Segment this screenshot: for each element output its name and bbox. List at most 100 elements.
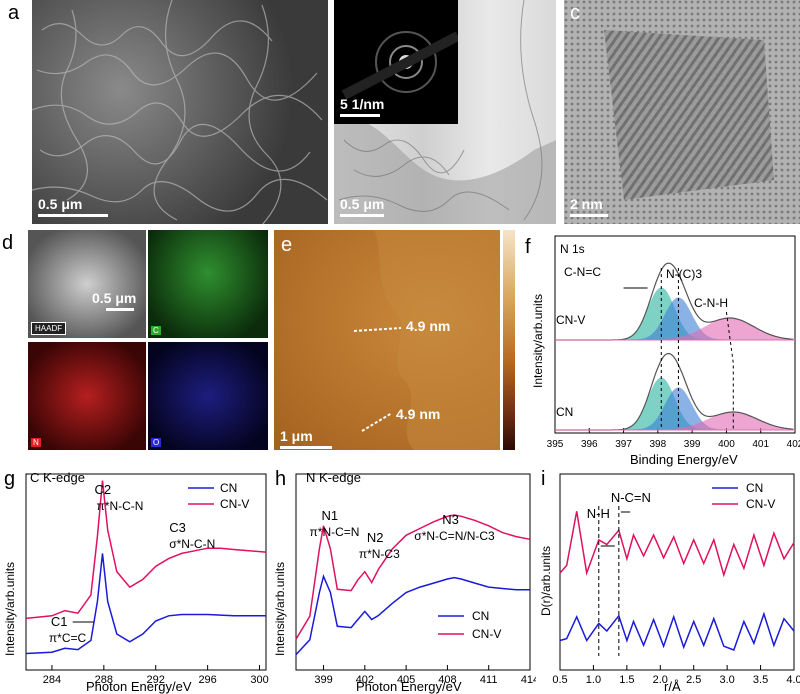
peak-sub-n2: π*N-C3	[359, 547, 400, 561]
carbon-map-tile: C	[148, 230, 268, 338]
panel-e-letter: e	[281, 234, 293, 256]
peak-sub-c1: π*C=C	[49, 631, 87, 645]
x-tick-label: 396	[581, 439, 598, 450]
tem-image: 5 1/nm 0.5 μm	[334, 0, 556, 224]
series-line-cn	[295, 573, 530, 656]
peak-label-n2: N2	[367, 530, 384, 545]
x-tick-label: 4.0	[786, 674, 800, 686]
xps-sample-cnv: CN-V	[556, 313, 585, 327]
xps-label-cnh: C-N-H	[694, 296, 728, 310]
eds-maps: HAADF 0.5 μm C N O	[28, 230, 268, 450]
oxygen-map-label: O	[151, 438, 162, 447]
n-kedge-ylabel: Intensity/arb.units	[273, 562, 287, 656]
afm-scale-text: 1 μm	[280, 428, 313, 444]
rdf-ylabel: D(r)/arb.units	[539, 546, 553, 616]
n-kedge-x-ticks: 399 402 405 408 411 414	[314, 665, 536, 686]
series-line-cn	[25, 553, 266, 655]
x-tick-label: 296	[198, 674, 216, 686]
peak-label-c1: C1	[51, 614, 68, 629]
x-tick-label: 414	[521, 674, 536, 686]
eds-scale-bar	[106, 308, 134, 311]
x-tick-label: 300	[250, 674, 268, 686]
xps-sample-cn: CN	[556, 405, 573, 419]
peak-sub-n1: π*N-C=N	[310, 525, 360, 539]
sem-scale-text: 0.5 μm	[38, 196, 83, 212]
peak-sub-c3: σ*N-C-N	[169, 537, 215, 551]
saed-inset: 5 1/nm	[334, 0, 461, 124]
rdf-legend: CN CN-V	[712, 481, 775, 511]
tem-scale-text: 0.5 μm	[340, 196, 385, 212]
legend-label-cnv: CN-V	[220, 497, 249, 511]
x-tick-label: 401	[752, 439, 769, 450]
sem-scale-bar	[38, 214, 108, 217]
rdf-lines	[559, 511, 795, 651]
hrtem-image: 2 nm	[564, 0, 800, 224]
x-tick-label: 397	[615, 439, 632, 450]
xps-label-cnc: C-N=C	[564, 265, 601, 279]
x-tick-label: 1.5	[619, 674, 634, 686]
n-kedge-chart: N K-edge Intensity/arb.units Photon Ener…	[273, 470, 536, 694]
xps-label-nc3: N-(C)3	[666, 267, 702, 281]
x-tick-label: 395	[547, 439, 564, 450]
x-tick-label: 2.0	[653, 674, 668, 686]
x-tick-label: 399	[684, 439, 701, 450]
c-kedge-title: C K-edge	[30, 470, 85, 485]
rdf-markers: N-HN-C=N	[587, 490, 651, 656]
x-tick-label: 0.5	[552, 674, 567, 686]
haadf-tile: HAADF 0.5 μm	[28, 230, 146, 338]
xps-title: N 1s	[560, 242, 585, 256]
tem-texture	[334, 0, 556, 224]
c-kedge-ylabel: Intensity/arb.units	[3, 562, 17, 656]
afm-scale-bar	[280, 446, 332, 449]
panel-g-letter: g	[4, 468, 16, 490]
peak-sub-n3: σ*N-C=N/N-C3	[414, 529, 495, 543]
x-tick-label: 1.0	[586, 674, 601, 686]
panel-f-letter: f	[525, 236, 531, 258]
afm-image: 4.9 nm 4.9 nm 1 μm	[274, 230, 500, 450]
panel-i-letter: i	[541, 468, 546, 490]
x-tick-label: 3.0	[719, 674, 734, 686]
x-tick-label: 288	[95, 674, 113, 686]
rdf-chart: D(r)/arb.units r/Å 0.5 1.0 1.5 2.0 2.5 3.0 3.5…	[539, 473, 800, 694]
legend-label-cn: CN	[220, 481, 237, 495]
carbon-map-label: C	[151, 326, 161, 335]
series-line-cn-v	[295, 514, 531, 640]
sem-texture	[32, 0, 328, 224]
saed-pattern	[341, 31, 461, 100]
x-tick-label: 405	[397, 674, 415, 686]
afm-height-1: 4.9 nm	[406, 318, 451, 334]
hrtem-scale-bar	[570, 214, 608, 217]
afm-height-2: 4.9 nm	[396, 406, 441, 422]
xps-ylabel: Intensity/arb.units	[531, 294, 545, 388]
x-tick-label: 3.5	[753, 674, 768, 686]
haadf-label: HAADF	[31, 322, 67, 335]
c-kedge-chart: C K-edge Intensity/arb.units Photon Ener…	[3, 470, 269, 694]
panel-d-letter: d	[2, 232, 14, 254]
afm-overlay	[353, 230, 500, 450]
xps-chart: 395 396 397 398 399 400 401 402 N 1s Intensity/…	[531, 235, 800, 467]
n-kedge-title: N K-edge	[306, 470, 361, 485]
peak-label-n3: N3	[442, 512, 459, 527]
x-tick-label: 399	[314, 674, 332, 686]
x-tick-label: 398	[650, 439, 667, 450]
legend-label-cn: CN	[472, 609, 489, 623]
legend-label-cnv: CN-V	[472, 627, 501, 641]
n-kedge-legend: CN CN-V	[438, 609, 501, 641]
x-tick-label: 411	[480, 674, 498, 686]
sem-image: 0.5 μm	[32, 0, 328, 224]
c-kedge-x-ticks: 284 288 292 296 300	[43, 665, 269, 686]
peak-label-n1: N1	[322, 508, 339, 523]
hrtem-scale-text: 2 nm	[570, 196, 603, 212]
x-tick-label: 2.5	[686, 674, 701, 686]
tem-scale-bar	[340, 214, 384, 217]
series-line-cn-v	[559, 511, 795, 578]
series-line-cn-v	[25, 480, 267, 620]
saed-scale-bar	[340, 114, 380, 117]
peak-sub-c2: π*N-C-N	[97, 499, 144, 513]
x-tick-label: 408	[438, 674, 456, 686]
c-kedge-peak-labels: C2 π*N-C-N C3 σ*N-C-N C1 π*C=C	[49, 482, 215, 645]
x-tick-label: 402	[356, 674, 374, 686]
x-tick-label: 292	[147, 674, 165, 686]
x-tick-label: 400	[718, 439, 735, 450]
peak-label-c3: C3	[169, 520, 186, 535]
